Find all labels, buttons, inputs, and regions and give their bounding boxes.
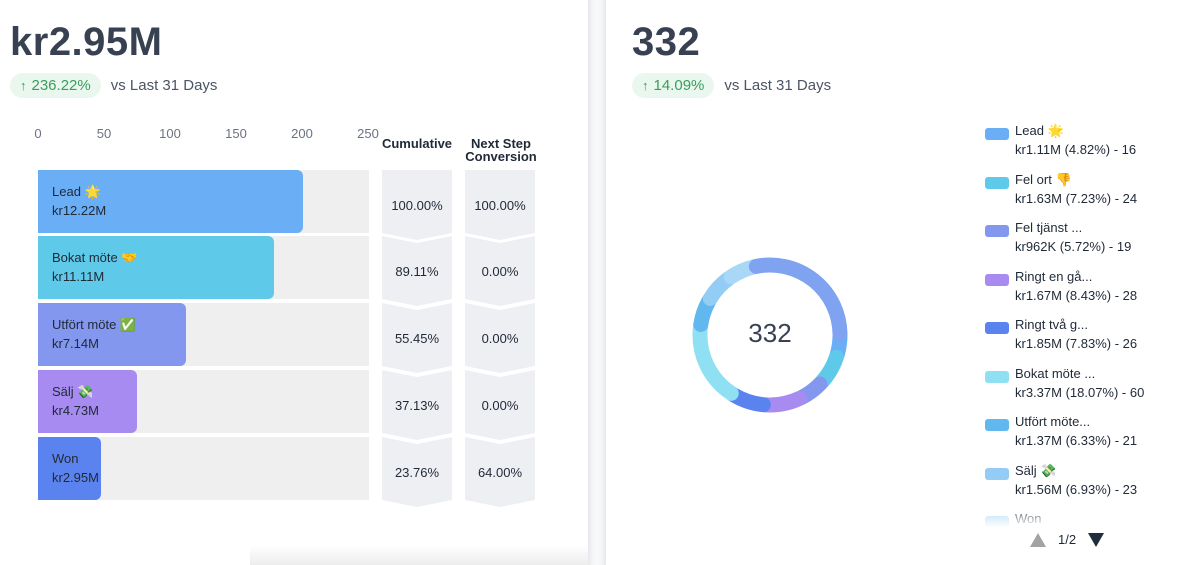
- legend-detail: kr1.63M (7.23%) - 24: [1015, 190, 1138, 206]
- donut-delta-value: 14.09%: [653, 77, 705, 94]
- legend-detail: kr1.67M (8.43%) - 28: [1015, 287, 1138, 303]
- legend-name: Utfört möte...: [1015, 414, 1091, 429]
- cumulative-cell: 55.45%: [382, 303, 452, 373]
- legend-name: Ringt en gå...: [1015, 268, 1093, 284]
- legend-item[interactable]: Sälj 💸 kr1.56M (6.93%) - 23: [985, 463, 1185, 507]
- legend-name: Bokat möte ...: [1015, 365, 1096, 381]
- cumulative-cell: 37.13%: [382, 370, 452, 440]
- legend-fade: [975, 505, 1200, 530]
- axis-tick: 200: [291, 126, 313, 141]
- funnel-compare-text: vs Last 31 Days: [110, 77, 218, 94]
- donut-segment[interactable]: [692, 319, 739, 401]
- legend-pager: 1/2: [1030, 532, 1105, 547]
- donut-compare-text: vs Last 31 Days: [724, 77, 832, 94]
- next-step-conversion-header: Next Step Conversion: [465, 136, 537, 164]
- legend-detail: kr962K (5.72%) - 19: [1015, 239, 1132, 254]
- funnel-panel: kr2.95M ↑ 236.22% vs Last 31 Days 0 50 1…: [0, 0, 588, 565]
- legend-name: Sälj 💸: [1015, 462, 1057, 478]
- funnel-stage-name: Lead 🌟: [52, 184, 101, 199]
- panel-divider: [588, 0, 606, 565]
- funnel-delta-badge: ↑ 236.22%: [10, 73, 101, 98]
- legend-item[interactable]: Lead 🌟 kr1.11M (4.82%) - 16: [985, 123, 1185, 167]
- donut-segment[interactable]: [758, 390, 808, 413]
- funnel-stage-name: Won: [52, 451, 79, 466]
- donut-total-value: 332: [632, 20, 701, 64]
- donut-delta-row: ↑ 14.09% vs Last 31 Days: [632, 73, 831, 98]
- donut-chart[interactable]: [690, 255, 850, 415]
- donut-delta-badge: ↑ 14.09%: [632, 73, 715, 98]
- legend-swatch: [985, 370, 1009, 383]
- funnel-bar[interactable]: [38, 170, 303, 233]
- legend-item[interactable]: Ringt en gå... kr1.67M (8.43%) - 28: [985, 269, 1185, 313]
- next-step-conversion-cell: 100.00%: [465, 170, 535, 240]
- legend-detail: kr3.37M (18.07%) - 60: [1015, 384, 1145, 400]
- pager-down-icon[interactable]: [1088, 532, 1105, 547]
- funnel-stage-value: kr4.73M: [52, 403, 99, 418]
- legend-detail: kr1.85M (7.83%) - 26: [1015, 336, 1138, 351]
- axis-tick: 0: [34, 126, 42, 141]
- funnel-total-value: kr2.95M: [10, 20, 163, 64]
- axis-tick: 100: [159, 126, 181, 141]
- next-step-conversion-cell: 64.00%: [465, 437, 535, 507]
- arrow-up-icon: ↑: [20, 78, 27, 93]
- legend-name: Ringt två g...: [1015, 317, 1088, 332]
- next-step-conversion-cell: 0.00%: [465, 303, 535, 373]
- legend-swatch: [985, 419, 1009, 431]
- funnel-stage-value: kr7.14M: [52, 336, 99, 351]
- next-step-conversion-cell: 0.00%: [465, 236, 535, 306]
- legend-item[interactable]: Fel tjänst ... kr962K (5.72%) - 19: [985, 220, 1185, 264]
- legend-swatch: [985, 273, 1009, 286]
- legend-swatch: [985, 467, 1009, 480]
- funnel-stage-name: Sälj 💸: [52, 384, 94, 399]
- funnel-stage-name: Utfört möte ✅: [52, 317, 137, 332]
- cumulative-cell: 23.76%: [382, 437, 452, 507]
- donut-center-value: 332: [748, 318, 792, 348]
- bottom-shadow: [250, 545, 590, 565]
- legend-name: Fel ort 👎: [1015, 171, 1072, 187]
- legend-detail: kr1.37M (6.33%) - 21: [1015, 433, 1138, 448]
- legend-item[interactable]: Fel ort 👎 kr1.63M (7.23%) - 24: [985, 172, 1185, 216]
- pager-up-icon[interactable]: [1030, 532, 1046, 547]
- pager-text: 1/2: [1058, 532, 1077, 547]
- funnel-stage-value: kr2.95M: [52, 470, 99, 485]
- legend-item[interactable]: Ringt två g... kr1.85M (7.83%) - 26: [985, 317, 1185, 361]
- legend-name: Lead 🌟: [1015, 123, 1064, 138]
- funnel-stage-name: Bokat möte 🤝: [52, 250, 138, 265]
- funnel-bar[interactable]: [38, 236, 274, 299]
- legend-item[interactable]: Utfört möte... kr1.37M (6.33%) - 21: [985, 414, 1185, 458]
- legend-item[interactable]: Bokat möte ... kr3.37M (18.07%) - 60: [985, 366, 1185, 410]
- cumulative-cell: 89.11%: [382, 236, 452, 306]
- funnel-stage-value: kr11.11M: [52, 269, 105, 284]
- legend-detail: kr1.11M (4.82%) - 16: [1015, 142, 1137, 157]
- funnel-delta-row: ↑ 236.22% vs Last 31 Days: [10, 73, 217, 98]
- funnel-delta-value: 236.22%: [31, 77, 91, 94]
- arrow-up-icon: ↑: [642, 78, 649, 93]
- funnel-bar[interactable]: [38, 370, 137, 433]
- donut-segment[interactable]: [748, 257, 848, 342]
- funnel-bar[interactable]: [38, 303, 186, 366]
- legend-swatch: [985, 225, 1009, 237]
- cumulative-cell: 100.00%: [382, 170, 452, 240]
- funnel-stage-value: kr12.22M: [52, 203, 107, 218]
- legend-detail: kr1.56M (6.93%) - 23: [1015, 481, 1138, 497]
- legend-swatch: [985, 322, 1009, 334]
- axis-tick: 250: [357, 126, 379, 141]
- legend-swatch: [985, 176, 1009, 189]
- cumulative-header: Cumulative: [381, 136, 453, 151]
- legend-name: Fel tjänst ...: [1015, 220, 1083, 235]
- axis-tick: 150: [225, 126, 247, 141]
- funnel-bar[interactable]: [38, 437, 101, 500]
- next-step-conversion-cell: 0.00%: [465, 370, 535, 440]
- legend-swatch: [985, 128, 1009, 140]
- axis-tick: 50: [96, 126, 112, 141]
